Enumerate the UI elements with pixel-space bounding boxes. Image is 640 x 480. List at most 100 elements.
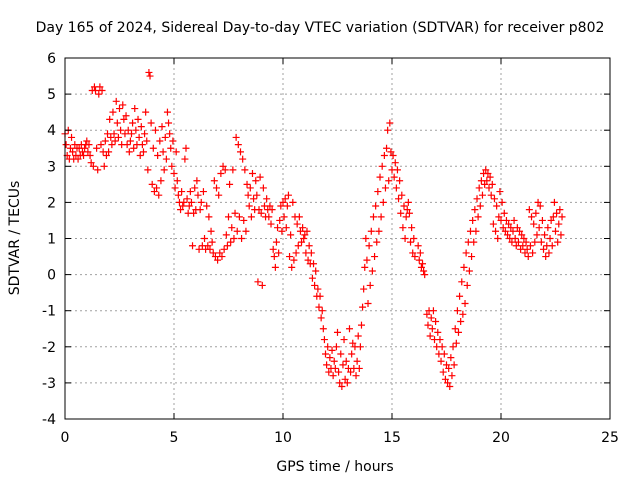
data-point	[143, 137, 151, 145]
data-point	[117, 126, 125, 134]
data-point	[399, 224, 407, 232]
data-point	[486, 173, 494, 181]
data-point	[148, 180, 156, 188]
data-point	[320, 336, 328, 344]
data-point	[74, 155, 82, 163]
data-point	[170, 170, 178, 178]
data-point	[248, 170, 256, 178]
data-point	[473, 195, 481, 203]
y-tick-label: 5	[47, 87, 56, 103]
data-point	[453, 307, 461, 315]
data-point	[492, 227, 500, 235]
data-point	[227, 238, 235, 246]
data-point	[277, 202, 285, 210]
data-point	[451, 325, 459, 333]
x-tick-label: 25	[601, 430, 619, 446]
data-point	[307, 249, 315, 257]
data-point	[478, 191, 486, 199]
data-point	[343, 379, 351, 387]
data-point	[439, 368, 447, 376]
data-point	[105, 148, 113, 156]
data-point	[474, 213, 482, 221]
data-point	[485, 184, 493, 192]
data-point	[98, 86, 106, 94]
data-point	[174, 191, 182, 199]
data-point	[328, 346, 336, 354]
data-point	[182, 144, 190, 152]
data-point	[266, 202, 274, 210]
data-point	[396, 177, 404, 185]
data-point	[83, 137, 91, 145]
data-point	[547, 216, 555, 224]
data-point	[502, 216, 510, 224]
data-point	[520, 235, 528, 242]
data-point	[368, 267, 376, 275]
data-point	[322, 350, 330, 358]
data-point	[179, 202, 187, 210]
data-point	[534, 198, 542, 206]
data-point	[151, 126, 159, 134]
data-point	[379, 198, 387, 206]
data-point	[334, 328, 341, 336]
data-point	[108, 141, 116, 149]
data-point	[449, 343, 457, 351]
data-point	[94, 166, 102, 174]
data-point	[146, 72, 154, 80]
data-point	[126, 137, 134, 145]
data-point	[493, 202, 501, 210]
data-point	[272, 238, 280, 246]
data-point	[203, 202, 211, 210]
data-point	[189, 242, 197, 250]
data-point	[423, 310, 431, 318]
data-point	[507, 224, 515, 232]
data-point	[516, 227, 524, 235]
data-point	[280, 213, 288, 221]
data-point	[274, 224, 282, 232]
data-point	[389, 151, 397, 159]
data-point	[509, 227, 517, 235]
data-point	[385, 177, 393, 185]
data-point	[93, 144, 101, 152]
data-point	[132, 126, 140, 134]
data-point	[235, 213, 243, 221]
data-point	[393, 166, 401, 174]
data-point	[265, 213, 273, 221]
data-point	[323, 361, 331, 369]
data-point	[553, 209, 561, 217]
data-point	[444, 379, 452, 387]
data-point	[223, 242, 231, 250]
data-point	[419, 260, 427, 268]
data-point	[415, 256, 423, 264]
data-point	[555, 220, 563, 228]
data-point	[528, 213, 536, 221]
data-point	[100, 162, 108, 170]
data-point	[317, 314, 325, 322]
data-point	[329, 372, 337, 380]
data-point	[362, 235, 370, 242]
data-point	[501, 227, 509, 235]
data-point	[514, 238, 522, 246]
data-point	[303, 227, 311, 235]
data-point	[517, 245, 525, 253]
data-point	[153, 184, 161, 192]
data-point	[205, 213, 213, 221]
data-point	[548, 242, 556, 250]
data-point	[195, 245, 203, 253]
data-point	[206, 245, 214, 253]
data-point	[158, 123, 166, 131]
data-point	[139, 148, 147, 156]
data-point	[106, 115, 114, 123]
data-point	[222, 231, 230, 239]
data-point	[421, 271, 429, 279]
data-point	[209, 249, 217, 257]
data-point	[62, 141, 70, 149]
y-tick-label: 1	[47, 232, 56, 248]
data-point	[355, 364, 363, 372]
data-point	[180, 198, 188, 206]
data-point	[432, 318, 440, 326]
data-point	[124, 126, 132, 134]
data-point	[86, 151, 94, 159]
data-point	[207, 227, 215, 235]
data-point	[310, 260, 318, 268]
data-point	[544, 224, 552, 232]
